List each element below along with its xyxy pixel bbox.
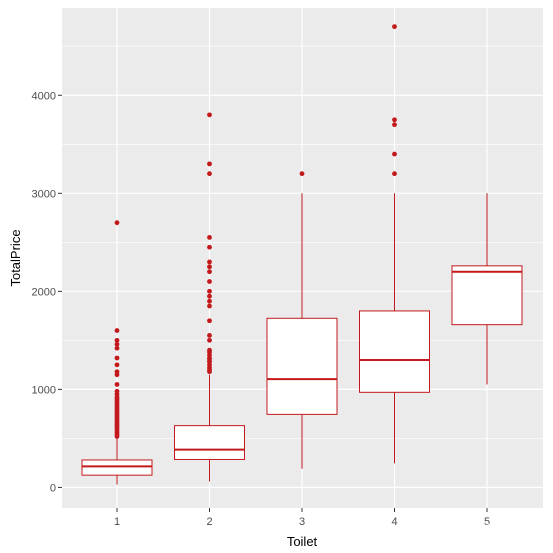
outlier-point <box>392 24 397 30</box>
x-tick-label: 4 <box>391 516 397 528</box>
box-group-2 <box>174 112 245 482</box>
outlier-point <box>207 333 212 338</box>
outlier-point <box>207 298 212 304</box>
outlier-point <box>114 362 120 368</box>
outlier-point <box>114 341 120 347</box>
box-group-4 <box>359 24 430 464</box>
outlier-point <box>207 259 212 265</box>
outlier-point <box>207 171 212 177</box>
y-tick-label: 4000 <box>32 90 56 102</box>
y-tick-label: 2000 <box>32 286 56 298</box>
y-tick-label: 3000 <box>32 188 56 200</box>
x-tick-label: 3 <box>299 516 305 528</box>
outlier-point <box>207 279 212 284</box>
outlier-point <box>207 369 212 375</box>
outlier-point <box>207 161 212 167</box>
outlier-point <box>207 318 212 324</box>
outlier-point <box>114 328 120 333</box>
box-group-3 <box>266 171 338 469</box>
y-axis-title: TotalPrice <box>8 229 23 286</box>
outlier-point <box>392 171 397 177</box>
outlier-point <box>392 122 397 128</box>
y-tick-label: 0 <box>50 482 56 494</box>
outlier-point <box>114 220 120 226</box>
outlier-point <box>207 112 212 118</box>
outlier-point <box>114 382 120 387</box>
y-axis: 0 1000 2000 3000 4000 <box>32 90 62 494</box>
outlier-point <box>114 337 120 343</box>
outlier-point <box>207 288 212 294</box>
outlier-point <box>207 293 212 299</box>
box-iqr <box>266 317 338 415</box>
outlier-point <box>114 372 120 378</box>
outlier-point <box>392 151 397 157</box>
outlier-point <box>207 264 212 270</box>
watermark: 知乎 @parkson <box>445 519 541 535</box>
outlier-point <box>207 244 212 250</box>
outlier-point <box>392 117 397 123</box>
outlier-point <box>207 235 212 240</box>
outlier-point <box>207 269 212 275</box>
outlier-point <box>114 434 120 439</box>
outlier-point <box>114 345 120 351</box>
outlier-point <box>207 337 212 343</box>
outlier-point <box>114 355 120 361</box>
box-group-5 <box>451 193 523 385</box>
outlier-point <box>207 303 212 309</box>
box-iqr <box>81 459 153 476</box>
box-iqr <box>359 310 430 393</box>
boxes <box>81 24 523 485</box>
x-axis-title: Toilet <box>287 534 318 549</box>
outlier-point <box>299 171 305 177</box>
x-tick-label: 5 <box>484 516 490 528</box>
x-tick-label: 1 <box>114 516 120 528</box>
box-group-1 <box>81 220 153 485</box>
y-tick-label: 1000 <box>32 384 56 396</box>
box-iqr <box>174 425 245 460</box>
box-iqr <box>451 265 523 326</box>
x-axis: 1 2 3 4 5 <box>114 508 490 528</box>
x-tick-label: 2 <box>206 516 212 528</box>
